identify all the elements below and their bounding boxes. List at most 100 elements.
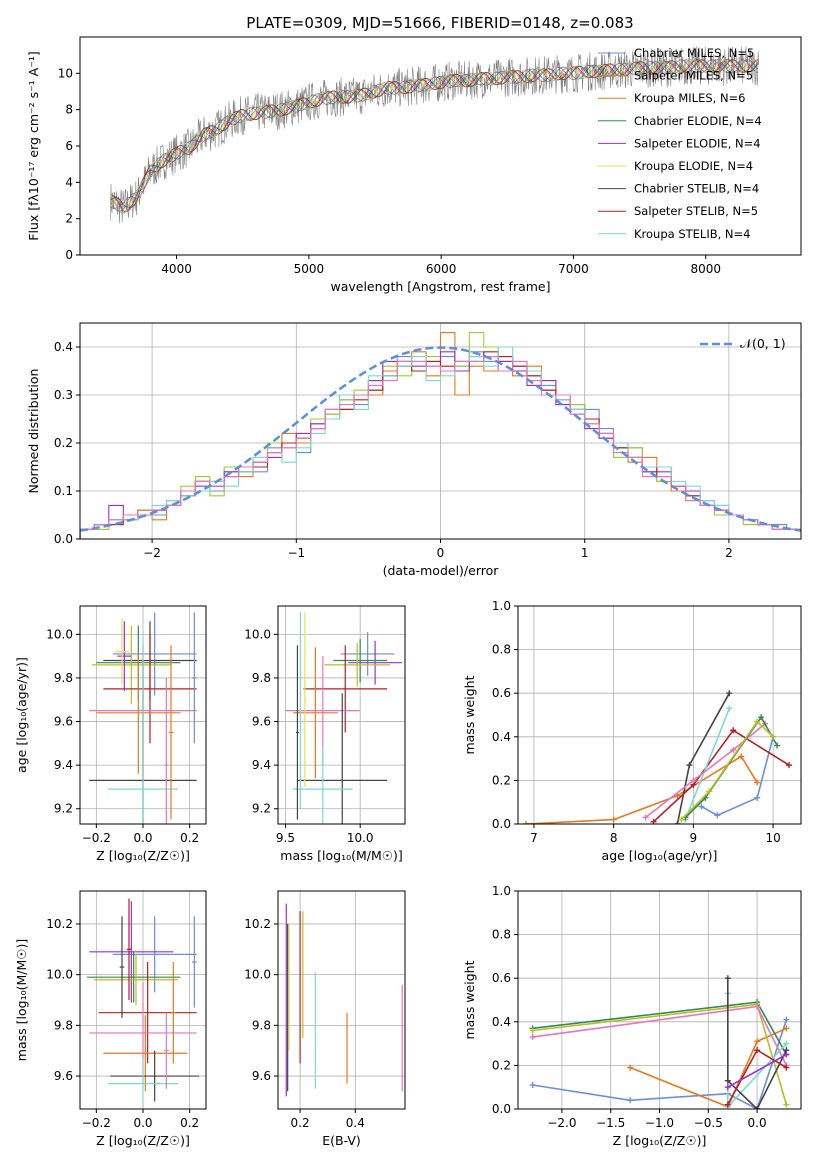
legend: Chabrier MILES, N=5 Salpeter MILES, N=5 Kr… (598, 46, 762, 241)
y-tick-label: 10.2 (46, 917, 73, 931)
figure-title: PLATE=0309, MJD=51666, FIBERID=0148, z=0… (246, 14, 633, 32)
y-tick-label: 0.6 (492, 971, 511, 985)
weight-marker (724, 1077, 731, 1084)
errorbar-point (192, 612, 197, 744)
errorbar-point (98, 961, 197, 1064)
errorbar-point (112, 916, 197, 993)
y-tick-label: 9.4 (252, 758, 271, 772)
x-axis-label: Z [log₁₀(Z/Z☉)] (96, 1133, 190, 1148)
gaussian-curve (80, 346, 801, 532)
errorbar-point (164, 677, 169, 824)
errorbar-point (108, 1058, 178, 1109)
y-tick-label: 0.2 (54, 436, 73, 450)
errorbar-point (94, 954, 178, 1006)
x-tick-label: 0.4 (346, 1116, 365, 1130)
weight-marker (529, 1082, 536, 1089)
axes-frame (277, 605, 406, 825)
y-tick-label: 9.4 (54, 758, 73, 772)
legend-label: Kroupa ELODIE, N=4 (634, 159, 753, 173)
y-axis-label: mass weight (462, 675, 477, 754)
errorbar-point (298, 612, 302, 809)
x-tick-label: −1.5 (596, 1116, 625, 1130)
x-tick-label: −0.2 (82, 831, 111, 845)
weight-marker (783, 1040, 790, 1047)
y-tick-label: 0.3 (54, 388, 73, 402)
x-tick-label: 0 (437, 546, 445, 560)
y-tick-label: 0.8 (492, 643, 511, 657)
y-tick-label: 0 (65, 248, 73, 262)
weight-marker (783, 1025, 790, 1032)
weight-marker (522, 821, 529, 824)
weight-marker (730, 746, 737, 753)
weight-marker (754, 718, 761, 725)
chart-age-vs-Z: −0.2 0.0 0.2 9.2 9.4 9.6 9.8 10.0 Z [log₁₀(Z/Z☉)… (14, 605, 207, 863)
legend-label: Chabrier STELIB, N=4 (634, 182, 759, 196)
weight-marker (754, 1047, 761, 1054)
x-tick-label: 9 (690, 831, 698, 845)
weight-marker (774, 742, 781, 749)
weight-marker (529, 1034, 536, 1041)
plot-area (80, 891, 206, 1109)
weight-marker (686, 762, 693, 769)
weight-marker (758, 714, 765, 721)
y-tick-label: 10.0 (244, 627, 271, 641)
y-axis-label: mass [log₁₀(M/M☉)] (14, 939, 29, 1061)
x-tick-label: 8 (610, 831, 618, 845)
model-spectrum-line (110, 59, 759, 209)
y-tick-label: 10 (58, 66, 73, 80)
x-axis-label: mass [log₁₀(M/M☉)] (280, 848, 402, 863)
weight-marker (783, 1101, 790, 1108)
legend-label: Salpeter STELIB, N=5 (634, 204, 758, 218)
errorbar-point (115, 619, 129, 685)
errorbar-point (192, 916, 197, 1008)
errorbar-point (91, 625, 171, 705)
errorbar-point (292, 647, 338, 779)
x-tick-label: 9.5 (276, 831, 295, 845)
weight-marker (726, 705, 733, 712)
weight-marker (754, 779, 761, 786)
y-tick-label: 0.1 (54, 484, 73, 498)
x-tick-label: −2 (143, 546, 161, 560)
x-tick-label: 10 (765, 831, 780, 845)
y-axis-label: Flux [fλ10⁻¹⁷ erg cm⁻² s⁻¹ A⁻¹] (26, 51, 41, 240)
errorbar-point (171, 961, 176, 1064)
errorbar-point (87, 951, 181, 1003)
y-tick-label: 6 (65, 139, 73, 153)
errorbar-point (96, 651, 181, 774)
weight-series-line (684, 708, 731, 820)
legend-label: Salpeter ELODIE, N=4 (634, 136, 761, 150)
legend-label: Kroupa MILES, N=6 (634, 91, 746, 105)
errorbar-point (324, 643, 391, 687)
weight-series-line (652, 729, 790, 823)
y-tick-label: 9.6 (252, 715, 271, 729)
weight-marker (724, 1101, 731, 1108)
errorbar-point (297, 693, 388, 824)
y-tick-label: 9.2 (252, 802, 271, 816)
weight-marker (786, 762, 793, 769)
model-spectrum-line (110, 59, 759, 206)
y-tick-label: 0.6 (492, 686, 511, 700)
weight-marker (726, 690, 733, 697)
x-tick-label: 0.0 (133, 831, 152, 845)
x-tick-label: 0.2 (180, 1116, 199, 1130)
x-tick-label: 7000 (558, 262, 589, 276)
weight-series-line (645, 723, 766, 819)
weight-marker (783, 1064, 790, 1071)
y-tick-label: 9.6 (54, 1069, 73, 1083)
weight-marker (754, 1038, 761, 1045)
chart-residuals: 𝒩(0, 1) −2 −1 0 1 2 0.0 0.1 0.2 0.3 0.4 (data-model… (26, 322, 802, 578)
errorbar-point (103, 634, 197, 744)
plot-area (80, 323, 801, 539)
model-spectrum-line (110, 59, 759, 215)
errorbar-point (303, 645, 388, 733)
weight-marker (690, 777, 697, 784)
y-axis-label: mass weight (462, 960, 477, 1039)
weight-marker (738, 753, 745, 760)
errorbar-point (164, 1012, 169, 1089)
x-tick-label: 6000 (426, 262, 457, 276)
weight-marker (529, 1027, 536, 1034)
weight-series-line (727, 978, 788, 1109)
y-tick-label: 1.0 (492, 884, 511, 898)
errorbar-point (110, 1050, 199, 1102)
errorbar-point (119, 916, 125, 1018)
